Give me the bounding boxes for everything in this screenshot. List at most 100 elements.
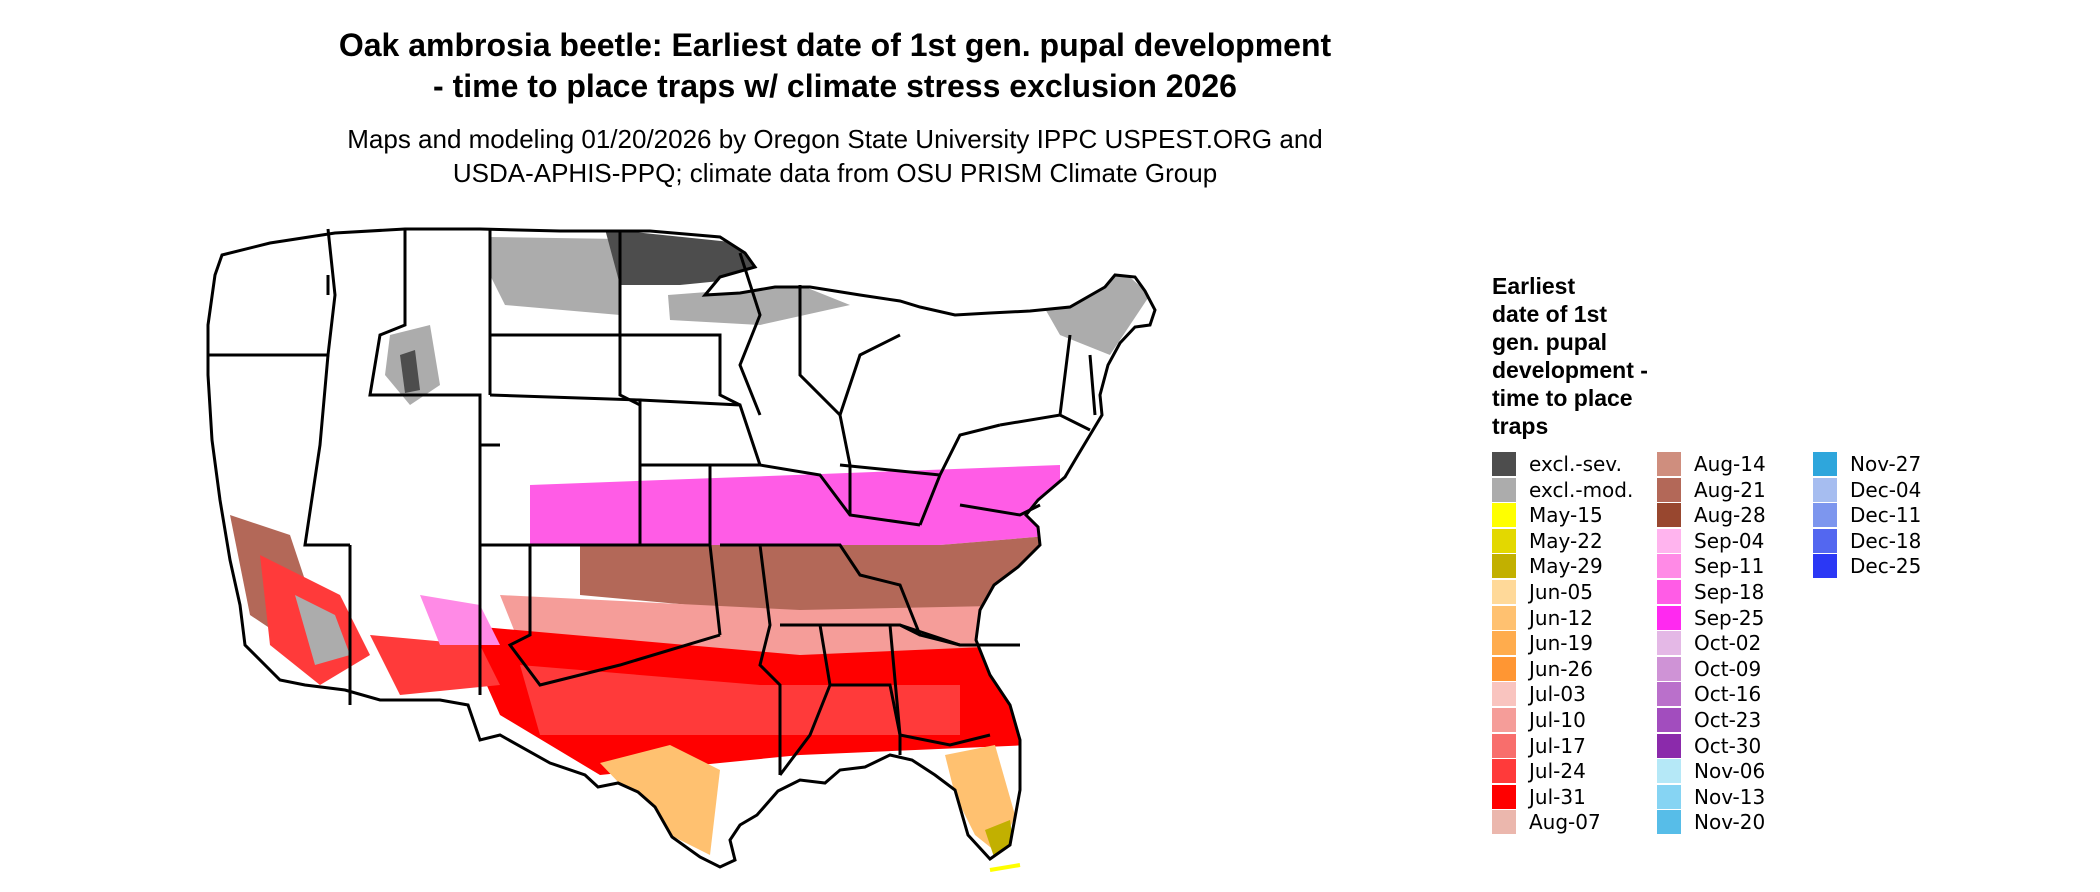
legend-label: Jul-10 (1529, 707, 1586, 732)
legend-item: Oct-23 (1657, 707, 1827, 733)
legend-item: Aug-07 (1492, 809, 1662, 835)
legend-swatch (1492, 784, 1516, 809)
legend-item: Aug-28 (1657, 502, 1827, 528)
legend-label: Oct-16 (1694, 682, 1762, 707)
legend-swatch (1492, 733, 1516, 758)
legend-item: Nov-13 (1657, 784, 1827, 810)
legend-label: Aug-14 (1694, 452, 1766, 476)
legend-label: May-15 (1529, 503, 1603, 528)
legend-swatch (1657, 579, 1681, 604)
legend-swatch (1813, 477, 1837, 502)
legend-item: Oct-30 (1657, 733, 1827, 759)
legend-label: Jul-17 (1529, 733, 1586, 758)
legend-swatch (1492, 631, 1516, 656)
legend-item: Jul-24 (1492, 758, 1662, 784)
legend-label: May-22 (1529, 528, 1603, 553)
legend-swatch (1657, 631, 1681, 656)
model-raster (230, 229, 1150, 860)
legend-swatch (1492, 656, 1516, 681)
subtitle-line-2: USDA-APHIS-PPQ; climate data from OSU PR… (452, 158, 1218, 188)
legend-swatch (1657, 656, 1681, 681)
legend-item: Jul-17 (1492, 733, 1662, 759)
title-line-2: - time to place traps w/ climate stress … (433, 68, 1237, 104)
legend-item: Dec-11 (1813, 502, 1983, 528)
legend-swatch (1657, 605, 1681, 630)
legend-swatch (1657, 759, 1681, 784)
map-title: Oak ambrosia beetle: Earliest date of 1s… (230, 25, 1440, 107)
legend-item: May-22 (1492, 528, 1662, 554)
legend-title-line: time to place (1492, 385, 1633, 411)
legend-label: Jun-05 (1529, 579, 1593, 604)
legend-item: Oct-16 (1657, 681, 1827, 707)
legend-item: Dec-25 (1813, 553, 1983, 579)
legend-label: Nov-20 (1694, 810, 1766, 835)
legend-swatch (1657, 682, 1681, 707)
legend-label: Jun-12 (1529, 605, 1593, 630)
legend-item: Aug-14 (1657, 451, 1827, 477)
legend-item: Jun-12 (1492, 605, 1662, 631)
legend-item: Aug-21 (1657, 477, 1827, 503)
legend-label: Aug-28 (1694, 503, 1766, 528)
subtitle-line-1: Maps and modeling 01/20/2026 by Oregon S… (347, 124, 1323, 154)
legend-swatch (1813, 528, 1837, 553)
legend-swatch (1813, 503, 1837, 528)
legend-label: Oct-02 (1694, 631, 1762, 656)
legend-label: Aug-21 (1694, 477, 1766, 502)
legend-title: Earliest date of 1st gen. pupal developm… (1492, 272, 1712, 440)
legend-swatch (1492, 477, 1516, 502)
legend-item: Sep-18 (1657, 579, 1827, 605)
legend-label: Dec-11 (1850, 503, 1922, 528)
legend-item: Nov-20 (1657, 809, 1827, 835)
legend-item: Sep-04 (1657, 528, 1827, 554)
legend-label: excl.-sev. (1529, 452, 1622, 476)
legend-item: Dec-18 (1813, 528, 1983, 554)
legend-label: excl.-mod. (1529, 477, 1634, 502)
legend-label: Dec-25 (1850, 554, 1922, 579)
title-line-1: Oak ambrosia beetle: Earliest date of 1s… (338, 27, 1332, 63)
legend-item: excl.-sev. (1492, 451, 1662, 477)
legend-label: Sep-11 (1694, 554, 1765, 579)
legend-item: Nov-27 (1813, 451, 1983, 477)
legend-label: Jul-31 (1529, 784, 1586, 809)
legend-swatch (1657, 452, 1681, 476)
legend-swatch (1492, 554, 1516, 579)
legend-item: Nov-06 (1657, 758, 1827, 784)
legend-swatch (1657, 810, 1681, 835)
legend-swatch (1813, 452, 1837, 476)
legend-swatch (1657, 784, 1681, 809)
legend-swatch (1492, 579, 1516, 604)
legend-item: Jun-05 (1492, 579, 1662, 605)
legend-item: Jul-03 (1492, 681, 1662, 707)
legend-item: Sep-11 (1657, 553, 1827, 579)
legend-swatch (1657, 528, 1681, 553)
legend-title-line: gen. pupal (1492, 329, 1607, 355)
legend-swatch (1492, 759, 1516, 784)
legend-swatch (1492, 682, 1516, 707)
legend-label: Jun-19 (1529, 631, 1593, 656)
legend-swatch (1492, 810, 1516, 835)
legend-item: Oct-02 (1657, 630, 1827, 656)
legend-title-line: date of 1st (1492, 301, 1608, 327)
legend-column-1: excl.-sev. excl.-mod. May-15 May-22 May-29 Ju… (1492, 451, 1662, 835)
legend-item: Jul-31 (1492, 784, 1662, 810)
legend-item: May-29 (1492, 553, 1662, 579)
legend-item: excl.-mod. (1492, 477, 1662, 503)
legend-swatch (1657, 707, 1681, 732)
legend-swatch (1492, 503, 1516, 528)
legend-label: Nov-06 (1694, 759, 1766, 784)
legend-swatch (1657, 503, 1681, 528)
legend-item: Sep-25 (1657, 605, 1827, 631)
legend-label: Oct-09 (1694, 656, 1762, 681)
legend-label: Dec-04 (1850, 477, 1922, 502)
legend-label: Sep-25 (1694, 605, 1765, 630)
legend-swatch (1813, 554, 1837, 579)
legend-label: Sep-04 (1694, 528, 1765, 553)
legend-label: Nov-27 (1850, 452, 1922, 476)
legend-item: Jun-26 (1492, 656, 1662, 682)
legend-title-line: traps (1492, 413, 1549, 439)
legend-item: May-15 (1492, 502, 1662, 528)
us-map (206, 227, 1157, 872)
legend-label: Jul-24 (1529, 759, 1586, 784)
legend-label: Nov-13 (1694, 784, 1766, 809)
legend-swatch (1492, 707, 1516, 732)
